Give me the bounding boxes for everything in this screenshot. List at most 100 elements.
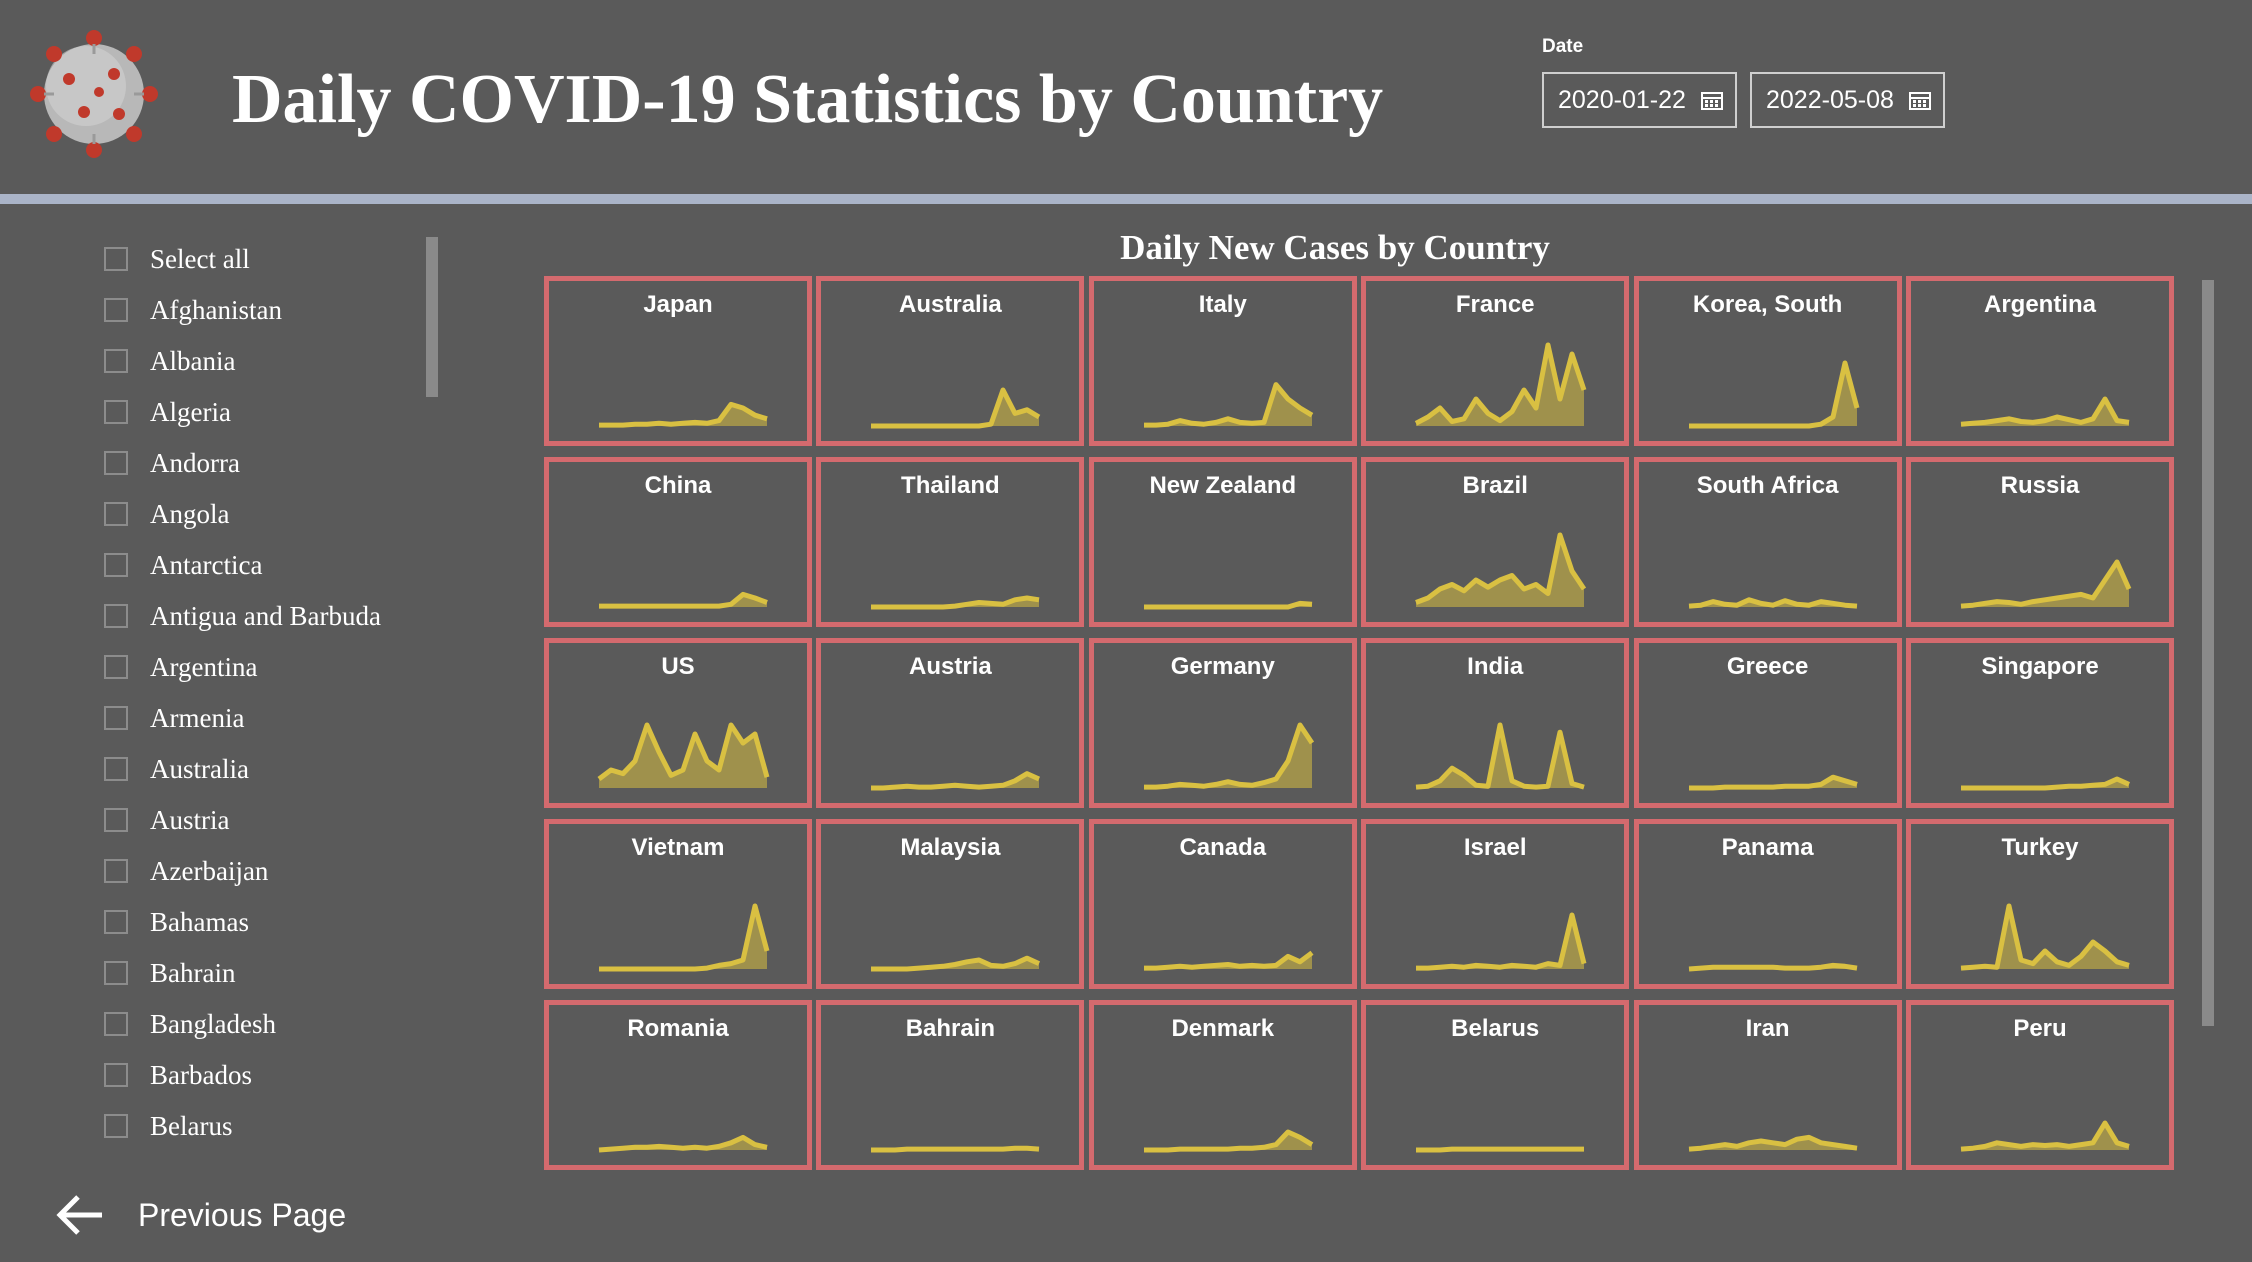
checkbox[interactable] xyxy=(104,808,128,832)
country-name: Italy xyxy=(1198,291,1247,318)
slicer-item-label: Bahrain xyxy=(150,957,236,988)
checkbox[interactable] xyxy=(104,298,128,322)
slicer-item[interactable]: Bahamas xyxy=(104,898,249,946)
slicer-item-label: Angola xyxy=(150,498,230,529)
checkbox[interactable] xyxy=(104,655,128,679)
slicer-item[interactable]: Bahrain xyxy=(104,949,235,997)
slicer-item-label: Select all xyxy=(150,243,250,274)
slicer-item[interactable]: Andorra xyxy=(104,439,240,487)
slicer-item[interactable]: Belarus xyxy=(104,1102,232,1150)
slicer-scrollbar[interactable] xyxy=(426,237,438,397)
slicer-item-label: Azerbaijan xyxy=(150,855,269,886)
checkbox[interactable] xyxy=(104,706,128,730)
sparkline-line xyxy=(598,1134,768,1153)
sparkline-line xyxy=(871,595,1040,610)
slicer-item[interactable]: Antigua and Barbuda xyxy=(104,592,381,640)
country-panel[interactable]: Bahrain xyxy=(816,1000,1085,1170)
country-panel[interactable]: Panama xyxy=(1633,819,1902,989)
country-panel[interactable]: Singapore xyxy=(1906,638,2174,808)
sparkline-line xyxy=(1688,774,1858,791)
country-panel[interactable]: Thailand xyxy=(816,457,1085,627)
slicer-item[interactable]: Azerbaijan xyxy=(104,847,268,895)
sparkline-line xyxy=(1415,532,1587,605)
sparkline-line xyxy=(1960,396,2130,427)
checkbox[interactable] xyxy=(104,400,128,424)
checkbox[interactable] xyxy=(104,910,128,934)
previous-page-button[interactable]: Previous Page xyxy=(56,1185,346,1245)
slicer-item[interactable]: Armenia xyxy=(104,694,244,742)
country-panel[interactable]: Australia xyxy=(816,276,1085,446)
slicer-item[interactable]: Australia xyxy=(104,745,249,793)
end-date-value: 2022-05-08 xyxy=(1766,85,1894,114)
checkbox[interactable] xyxy=(104,604,128,628)
sparkline-chart xyxy=(1416,1146,1585,1153)
sparkline-line xyxy=(599,903,770,972)
country-panel[interactable]: Austria xyxy=(816,638,1085,808)
country-name: Malaysia xyxy=(900,834,1001,861)
slicer-item[interactable]: Argentina xyxy=(104,643,257,691)
checkbox[interactable] xyxy=(104,859,128,883)
sparkline-line xyxy=(1143,600,1312,610)
slicer-item[interactable]: Antarctica xyxy=(104,541,262,589)
country-panel[interactable]: Greece xyxy=(1633,638,1902,808)
country-name: Thailand xyxy=(901,472,1000,499)
country-panel[interactable]: Malaysia xyxy=(816,819,1085,989)
end-date-input[interactable]: 2022-05-08 xyxy=(1750,72,1945,128)
country-panel[interactable]: Iran xyxy=(1633,1000,1902,1170)
country-panel[interactable]: Italy xyxy=(1088,276,1357,446)
country-name: Iran xyxy=(1745,1015,1790,1042)
checkbox[interactable] xyxy=(104,247,128,271)
slicer-item[interactable]: Bangladesh xyxy=(104,1000,276,1048)
calendar-icon[interactable] xyxy=(1701,90,1723,110)
country-panel[interactable]: Romania xyxy=(544,1000,812,1170)
coronavirus-icon xyxy=(30,30,158,158)
country-name: Japan xyxy=(643,291,713,318)
country-panel[interactable]: China xyxy=(544,457,812,627)
country-panel[interactable]: Denmark xyxy=(1088,1000,1357,1170)
checkbox[interactable] xyxy=(104,553,128,577)
checkbox[interactable] xyxy=(104,349,128,373)
slicer-item-label: Andorra xyxy=(150,447,240,478)
country-panel[interactable]: Argentina xyxy=(1906,276,2174,446)
slicer-item[interactable]: Austria xyxy=(104,796,229,844)
country-panel[interactable]: Peru xyxy=(1906,1000,2174,1170)
checkbox[interactable] xyxy=(104,451,128,475)
sparkline-chart xyxy=(871,387,1041,429)
checkbox[interactable] xyxy=(104,502,128,526)
checkbox[interactable] xyxy=(104,961,128,985)
slicer-item[interactable]: Barbados xyxy=(104,1051,252,1099)
start-date-input[interactable]: 2020-01-22 xyxy=(1542,72,1737,128)
country-panel[interactable]: US xyxy=(544,638,812,808)
country-panel[interactable]: Russia xyxy=(1906,457,2174,627)
chart-scrollbar[interactable] xyxy=(2202,280,2214,1026)
sparkline-line xyxy=(1415,342,1587,426)
checkbox[interactable] xyxy=(104,1114,128,1138)
slicer-item[interactable]: Angola xyxy=(104,490,229,538)
country-panel[interactable]: Belarus xyxy=(1361,1000,1630,1170)
checkbox[interactable] xyxy=(104,757,128,781)
country-name: Denmark xyxy=(1171,1015,1275,1042)
slicer-item[interactable]: Afghanistan xyxy=(104,286,282,334)
slicer-item[interactable]: Algeria xyxy=(104,388,231,436)
slicer-item[interactable]: Albania xyxy=(104,337,235,385)
country-panel[interactable]: New Zealand xyxy=(1088,457,1357,627)
sparkline-line xyxy=(1143,1129,1314,1153)
country-panel[interactable]: Israel xyxy=(1361,819,1630,989)
country-panel[interactable]: Brazil xyxy=(1361,457,1630,627)
checkbox[interactable] xyxy=(104,1012,128,1036)
country-panel[interactable]: Japan xyxy=(544,276,812,446)
slicer-item-label: Albania xyxy=(150,345,236,376)
country-name: Australia xyxy=(899,291,1002,318)
country-panel[interactable]: France xyxy=(1361,276,1630,446)
country-panel[interactable]: South Africa xyxy=(1633,457,1902,627)
country-panel[interactable]: Korea, South xyxy=(1633,276,1902,446)
country-panel[interactable]: Turkey xyxy=(1906,819,2174,989)
country-panel[interactable]: Vietnam xyxy=(544,819,812,989)
calendar-icon[interactable] xyxy=(1909,90,1931,110)
sparkline-chart xyxy=(1688,597,1857,609)
country-panel[interactable]: Canada xyxy=(1088,819,1357,989)
country-panel[interactable]: Germany xyxy=(1088,638,1357,808)
slicer-item[interactable]: Select all xyxy=(104,235,250,283)
country-panel[interactable]: India xyxy=(1361,638,1630,808)
checkbox[interactable] xyxy=(104,1063,128,1087)
